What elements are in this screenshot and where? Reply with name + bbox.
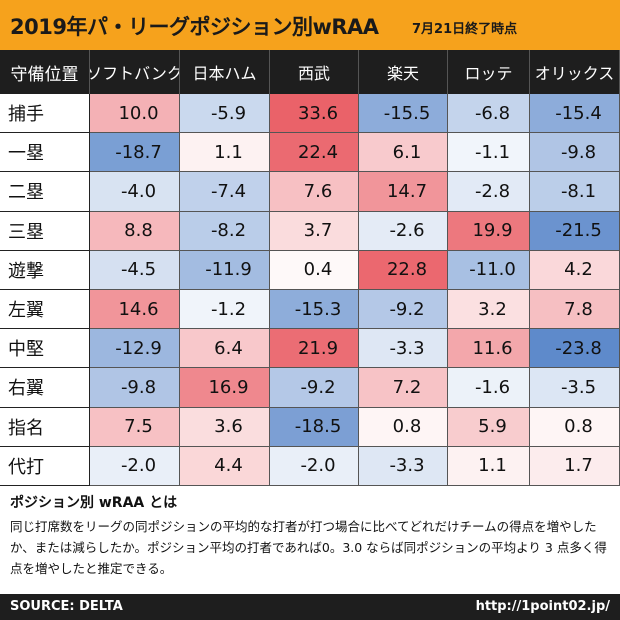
heatmap-cell: 8.8 — [90, 211, 180, 251]
heatmap-cell: -12.9 — [90, 329, 180, 369]
heatmap-cell: 0.8 — [530, 407, 620, 447]
heatmap-cell: 16.9 — [180, 368, 270, 408]
row-header-position: 指名 — [0, 407, 90, 447]
row-header-position: 二塁 — [0, 172, 90, 212]
heatmap-cell: -3.5 — [530, 368, 620, 408]
heatmap-cell: -2.0 — [90, 446, 180, 486]
source-label: SOURCE: DELTA — [10, 599, 123, 614]
heatmap-cell: -9.8 — [90, 368, 180, 408]
heatmap-cell: -3.3 — [359, 329, 448, 369]
row-header-position: 中堅 — [0, 329, 90, 369]
column-header-team: 日本ハム — [180, 50, 270, 94]
heatmap-cell: -3.3 — [359, 446, 448, 486]
heatmap-cell: -1.6 — [448, 368, 530, 408]
heatmap-cell: 14.6 — [90, 290, 180, 330]
heatmap-cell: -2.0 — [270, 446, 359, 486]
heatmap-cell: -9.2 — [359, 290, 448, 330]
source-url: http://1point02.jp/ — [475, 599, 610, 614]
heatmap-cell: -18.5 — [270, 407, 359, 447]
heatmap-cell: 3.2 — [448, 290, 530, 330]
heatmap-cell: 1.1 — [180, 133, 270, 173]
heatmap-cell: 6.1 — [359, 133, 448, 173]
definition-title: ポジション別 wRAA とは — [10, 495, 178, 511]
heatmap-cell: 7.5 — [90, 407, 180, 447]
heatmap-cell: 5.9 — [448, 407, 530, 447]
footer-bar: SOURCE: DELTA http://1point02.jp/ — [0, 594, 620, 620]
heatmap-cell: 11.6 — [448, 329, 530, 369]
heatmap-cell: -4.0 — [90, 172, 180, 212]
heatmap-cell: -7.4 — [180, 172, 270, 212]
heatmap-cell: 7.8 — [530, 290, 620, 330]
heatmap-cell: -5.9 — [180, 94, 270, 134]
heatmap-cell: -4.5 — [90, 250, 180, 290]
heatmap-cell: -23.8 — [530, 329, 620, 369]
heatmap-cell: -15.3 — [270, 290, 359, 330]
heatmap-cell: -1.2 — [180, 290, 270, 330]
wraa-heatmap-table: 守備位置 ソフトバンク 日本ハム 西武 楽天 ロッテ オリックス捕手 10.0 -5.9 33.6… — [0, 50, 620, 486]
heatmap-cell: -9.8 — [530, 133, 620, 173]
heatmap-cell: 4.2 — [530, 250, 620, 290]
heatmap-cell: 22.4 — [270, 133, 359, 173]
column-header-team: オリックス — [530, 50, 620, 94]
row-header-position: 一塁 — [0, 133, 90, 173]
heatmap-cell: 14.7 — [359, 172, 448, 212]
chart-subtitle: 7月21日終了時点 — [412, 22, 518, 37]
chart-title: 2019年パ・リーグポジション別wRAA — [10, 15, 379, 39]
heatmap-cell: -2.6 — [359, 211, 448, 251]
heatmap-cell: -8.2 — [180, 211, 270, 251]
heatmap-cell: 0.4 — [270, 250, 359, 290]
heatmap-cell: -21.5 — [530, 211, 620, 251]
heatmap-cell: 10.0 — [90, 94, 180, 134]
heatmap-cell: -6.8 — [448, 94, 530, 134]
heatmap-cell: 33.6 — [270, 94, 359, 134]
column-header-team: ソフトバンク — [90, 50, 180, 94]
heatmap-cell: -15.5 — [359, 94, 448, 134]
heatmap-cell: 7.6 — [270, 172, 359, 212]
column-header-team: 西武 — [270, 50, 359, 94]
heatmap-cell: 21.9 — [270, 329, 359, 369]
heatmap-cell: 19.9 — [448, 211, 530, 251]
heatmap-cell: -8.1 — [530, 172, 620, 212]
heatmap-cell: -2.8 — [448, 172, 530, 212]
row-header-position: 三塁 — [0, 211, 90, 251]
heatmap-cell: -11.0 — [448, 250, 530, 290]
heatmap-cell: 3.6 — [180, 407, 270, 447]
column-header-team: 楽天 — [359, 50, 448, 94]
heatmap-cell: -15.4 — [530, 94, 620, 134]
heatmap-cell: 4.4 — [180, 446, 270, 486]
heatmap-cell: -11.9 — [180, 250, 270, 290]
heatmap-cell: 3.7 — [270, 211, 359, 251]
heatmap-cell: 1.7 — [530, 446, 620, 486]
heatmap-cell: -1.1 — [448, 133, 530, 173]
heatmap-cell: 6.4 — [180, 329, 270, 369]
column-header-team: ロッテ — [448, 50, 530, 94]
heatmap-cell: 7.2 — [359, 368, 448, 408]
definition-section: ポジション別 wRAA とは 同じ打席数をリーグの同ポジションの平均的な打者が打… — [0, 486, 620, 594]
row-header-position: 左翼 — [0, 290, 90, 330]
row-header-position: 遊撃 — [0, 250, 90, 290]
definition-body: 同じ打席数をリーグの同ポジションの平均的な打者が打つ場合に比べてどれだけチームの… — [10, 519, 607, 576]
row-header-position: 右翼 — [0, 368, 90, 408]
heatmap-cell: 0.8 — [359, 407, 448, 447]
heatmap-cell: 22.8 — [359, 250, 448, 290]
column-header-position: 守備位置 — [0, 50, 90, 94]
heatmap-cell: -18.7 — [90, 133, 180, 173]
heatmap-cell: -9.2 — [270, 368, 359, 408]
row-header-position: 捕手 — [0, 94, 90, 134]
heatmap-cell: 1.1 — [448, 446, 530, 486]
title-banner: 2019年パ・リーグポジション別wRAA 7月21日終了時点 — [0, 0, 620, 50]
row-header-position: 代打 — [0, 446, 90, 486]
